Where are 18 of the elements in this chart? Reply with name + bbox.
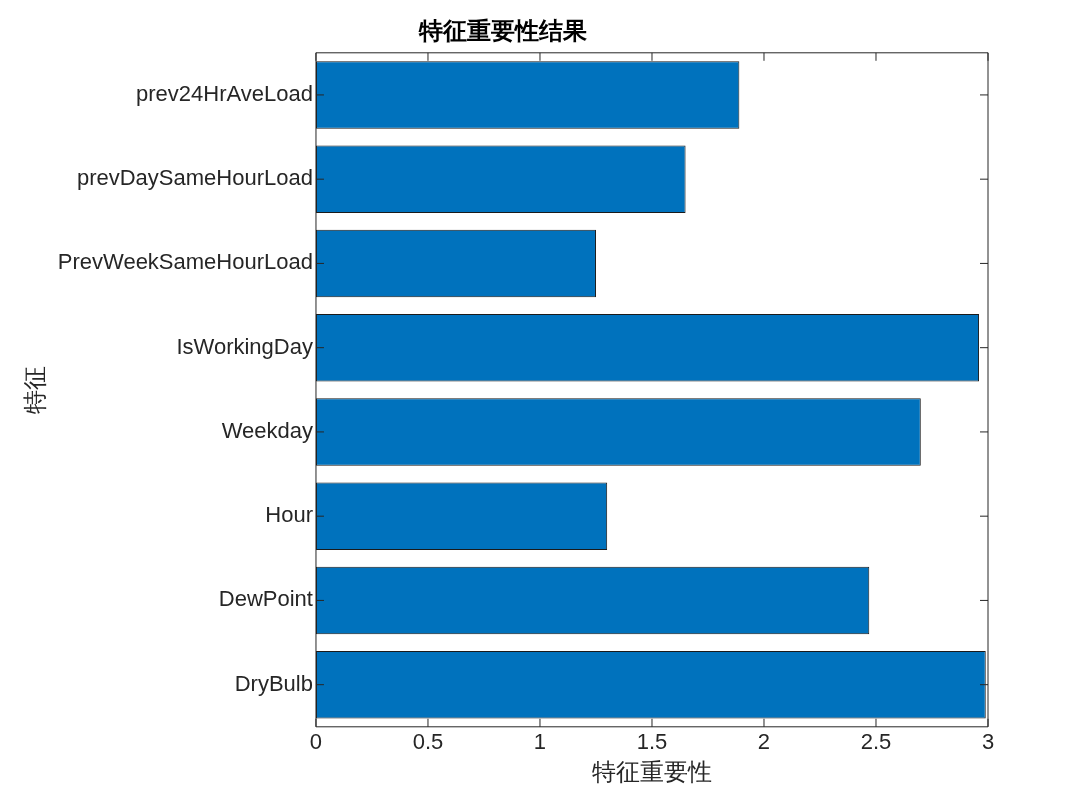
y-tick-label: Hour: [265, 502, 313, 528]
x-tick-label: 1: [533, 729, 547, 755]
y-tick-label: prevDaySameHourLoad: [76, 165, 313, 191]
x-tick-label: 2.5: [860, 729, 892, 755]
y-tick-label: prev24HrAveLoad: [136, 80, 313, 106]
y-tick-label: DryBulb: [234, 670, 313, 696]
y-axis-title: 特征: [20, 365, 49, 414]
y-tick-label: Weekday: [221, 417, 313, 443]
chart-title: 特征重要性结果: [418, 15, 587, 45]
x-axis-title: 特征重要性: [591, 757, 712, 786]
x-tick-label: 2: [757, 729, 771, 755]
x-tick-label: 0.5: [412, 729, 444, 755]
y-tick-label: DewPoint: [218, 586, 313, 612]
y-tick-label: IsWorkingDay: [176, 333, 313, 359]
x-tick-label: 0: [309, 729, 323, 755]
x-tick-label: 3: [981, 729, 995, 755]
y-tick-label: PrevWeekSameHourLoad: [57, 249, 313, 275]
x-tick-label: 1.5: [636, 729, 668, 755]
